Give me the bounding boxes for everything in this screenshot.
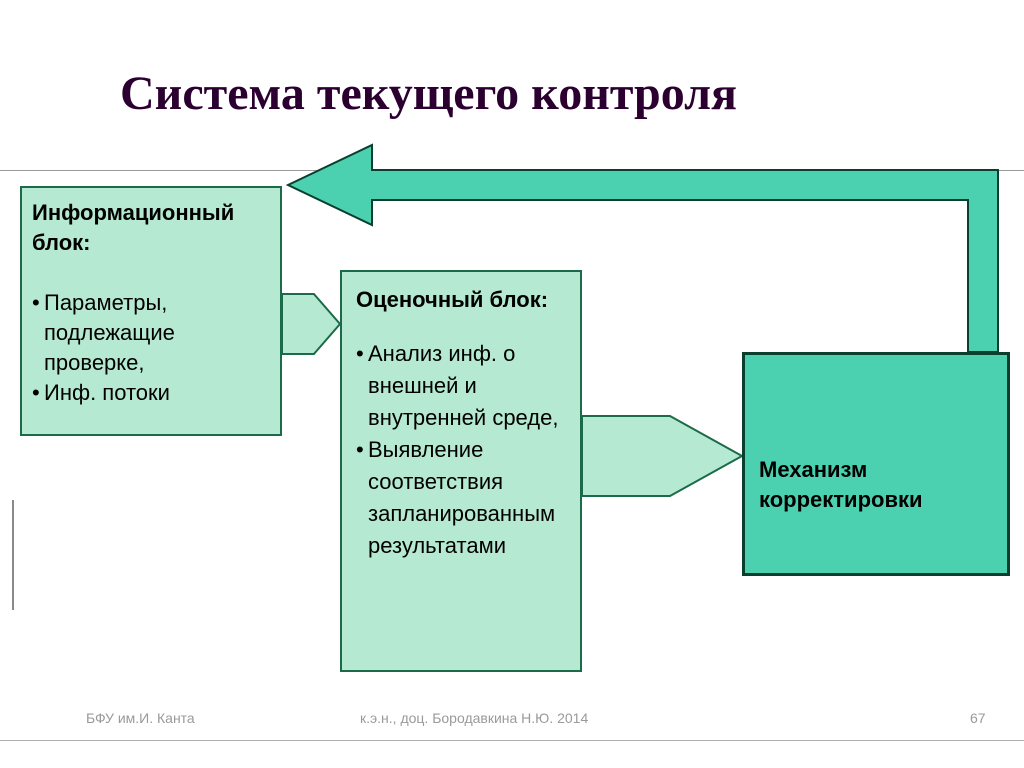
left-tick <box>12 500 14 610</box>
bullet-item: Параметры, подлежащие проверке, <box>32 288 268 378</box>
footer-center: к.э.н., доц. Бородавкина Н.Ю. 2014 <box>360 710 588 726</box>
slide-title: Система текущего контроля <box>120 66 737 121</box>
node-info-body: Параметры, подлежащие проверке,Инф. пото… <box>32 288 268 408</box>
node-eval-body: Анализ инф. о внешней и внутренней среде… <box>356 338 570 562</box>
slide-canvas: Система текущего контроля Информационный… <box>0 0 1024 768</box>
footer-left: БФУ им.И. Канта <box>86 710 195 726</box>
node-mech-block: Механизм корректировки <box>742 352 1010 576</box>
node-info-block: Информационный блок: Параметры, подлежащ… <box>20 186 282 436</box>
node-eval-block: Оценочный блок: Анализ инф. о внешней и … <box>340 270 582 672</box>
bullet-item: Инф. потоки <box>32 378 268 408</box>
footer-page-number: 67 <box>970 710 986 726</box>
node-mech-title: Механизм корректировки <box>759 455 997 515</box>
bullet-item: Выявление соответствия запланированным р… <box>356 434 570 562</box>
node-eval-title: Оценочный блок: <box>356 284 570 316</box>
node-info-title: Информационный блок: <box>32 198 268 258</box>
rule-bottom <box>0 740 1024 741</box>
bullet-item: Анализ инф. о внешней и внутренней среде… <box>356 338 570 434</box>
arrow-info-to-eval <box>282 294 340 354</box>
rule-top <box>0 170 1024 171</box>
arrow-eval-to-mech <box>582 416 742 496</box>
